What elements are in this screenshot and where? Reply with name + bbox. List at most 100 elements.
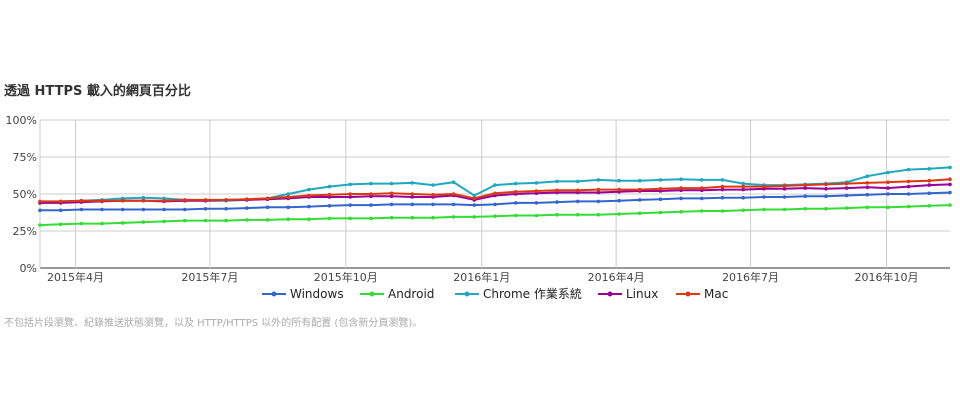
data-point: [927, 204, 932, 208]
data-point: [369, 192, 373, 196]
data-point: [658, 210, 663, 215]
legend-marker: [369, 291, 375, 297]
data-point: [844, 181, 849, 186]
data-point: [658, 197, 663, 201]
data-point: [617, 198, 621, 203]
data-point: [472, 215, 477, 219]
data-point: [741, 181, 745, 186]
data-point: [927, 167, 932, 171]
data-point: [327, 192, 332, 197]
footnote: 不包括片段瀏覽、紀錄推送狀態瀏覽，以及 HTTP/HTTPS 以外的所有配置 (…: [4, 318, 423, 329]
data-point: [658, 187, 663, 191]
data-point: [803, 207, 807, 211]
legend-label: Windows: [290, 287, 344, 301]
data-point: [906, 192, 911, 196]
data-point: [720, 184, 725, 189]
data-point: [327, 216, 332, 221]
data-point: [700, 186, 704, 190]
series-mac: [38, 177, 952, 204]
legend-marker: [685, 291, 691, 297]
data-point: [617, 212, 621, 216]
data-point: [596, 187, 601, 192]
data-point: [762, 195, 766, 199]
data-point: [410, 192, 415, 196]
series-android: [38, 203, 952, 227]
data-point: [162, 207, 166, 212]
data-point: [948, 190, 952, 195]
data-point: [803, 183, 807, 187]
data-point: [741, 187, 745, 192]
data-point: [203, 207, 208, 211]
data-point: [410, 202, 415, 207]
data-point: [410, 215, 415, 220]
grid-layer: 0% 25% 50% 75% 100% 2015年4月 2015年7月 2015年10月 201…: [6, 114, 950, 284]
data-point: [782, 187, 787, 191]
data-point: [782, 184, 787, 188]
data-point: [886, 205, 890, 210]
data-point: [472, 196, 477, 201]
data-point: [79, 221, 84, 226]
data-point: [927, 178, 932, 183]
data-point: [824, 182, 828, 187]
data-point: [720, 178, 725, 182]
data-point: [575, 179, 580, 184]
data-point: [886, 186, 890, 190]
x-tick-label: 2016年10月: [854, 270, 918, 284]
data-point: [203, 198, 208, 202]
data-point: [265, 205, 270, 210]
data-point: [348, 192, 353, 196]
y-tick-label: 100%: [6, 114, 37, 127]
data-point: [265, 218, 270, 222]
y-tick-label: 50%: [13, 188, 37, 201]
data-point: [162, 198, 166, 203]
data-point: [327, 204, 332, 208]
x-tick-label: 2016年1月: [453, 270, 510, 284]
data-point: [389, 202, 394, 207]
data-point: [410, 195, 415, 199]
data-point: [679, 210, 683, 214]
data-point: [534, 213, 539, 218]
x-tick-label: 2015年4月: [47, 270, 104, 284]
data-point: [534, 201, 539, 205]
data-point: [720, 187, 725, 192]
data-point: [927, 191, 932, 196]
data-point: [141, 195, 146, 200]
data-point: [307, 204, 311, 209]
data-point: [513, 181, 518, 186]
data-point: [824, 187, 828, 191]
data-point: [575, 188, 580, 193]
data-point: [451, 215, 456, 219]
data-point: [679, 177, 683, 181]
data-point: [245, 218, 249, 222]
data-point: [555, 212, 559, 217]
data-point: [555, 200, 559, 204]
data-point: [493, 214, 497, 218]
data-point: [493, 183, 497, 187]
data-point: [307, 187, 311, 192]
data-point: [183, 207, 187, 212]
series-layer: [38, 165, 952, 227]
data-point: [844, 206, 849, 210]
data-point: [203, 218, 208, 223]
data-point: [431, 183, 435, 187]
data-point: [700, 209, 704, 213]
data-point: [575, 199, 580, 204]
x-tick-label: 2015年7月: [181, 270, 238, 284]
data-point: [906, 179, 911, 184]
data-point: [389, 181, 394, 186]
data-point: [596, 199, 601, 204]
data-point: [948, 177, 952, 181]
data-point: [741, 184, 745, 189]
data-point: [865, 185, 870, 190]
data-point: [762, 184, 766, 189]
data-point: [927, 183, 932, 187]
data-point: [183, 198, 187, 202]
data-point: [410, 181, 415, 185]
data-point: [596, 178, 601, 182]
data-point: [307, 193, 311, 198]
data-point: [58, 222, 63, 227]
data-point: [162, 219, 166, 224]
data-point: [906, 167, 911, 172]
data-point: [224, 218, 228, 223]
